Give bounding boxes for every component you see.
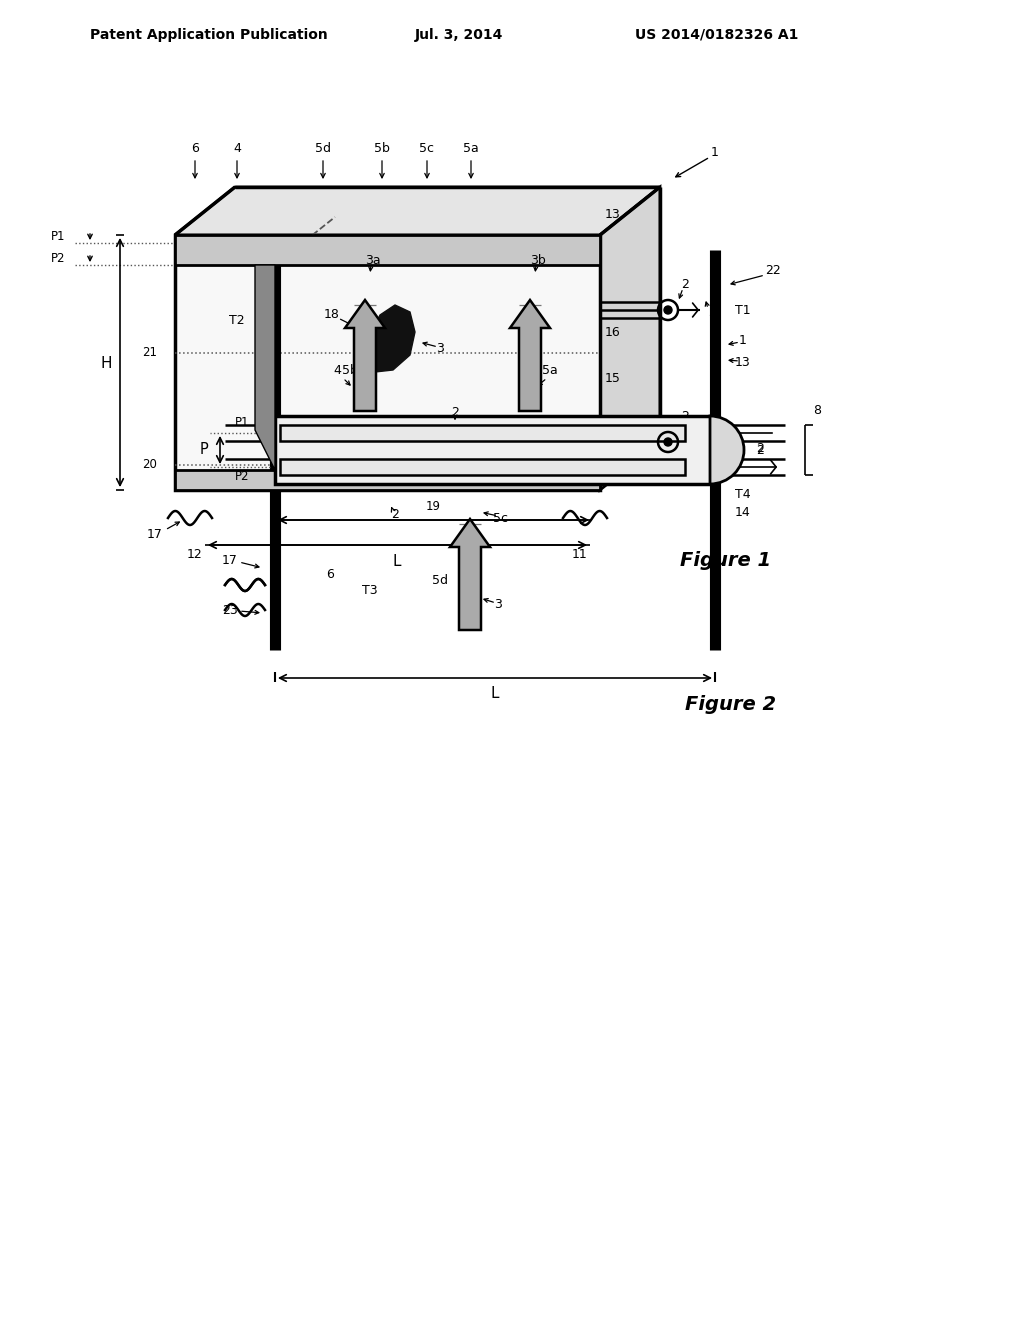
- Text: P1: P1: [50, 231, 65, 243]
- Text: L: L: [490, 686, 500, 701]
- Text: 4: 4: [333, 363, 341, 376]
- Circle shape: [664, 438, 672, 446]
- Polygon shape: [365, 305, 415, 372]
- Text: 2: 2: [391, 507, 399, 520]
- Text: Jul. 3, 2014: Jul. 3, 2014: [415, 28, 504, 42]
- Text: 2: 2: [451, 407, 459, 420]
- Text: T2: T2: [229, 314, 245, 326]
- Text: Figure 2: Figure 2: [685, 696, 776, 714]
- Text: 2: 2: [756, 445, 764, 458]
- Text: T1: T1: [735, 304, 751, 317]
- Text: 18: 18: [325, 309, 340, 322]
- Text: 5b: 5b: [342, 364, 358, 378]
- Text: 13: 13: [605, 209, 621, 222]
- Text: 5c: 5c: [420, 143, 434, 156]
- FancyArrow shape: [345, 300, 385, 411]
- Polygon shape: [600, 187, 660, 490]
- Text: L: L: [393, 553, 401, 569]
- Text: 1: 1: [739, 334, 746, 346]
- Text: P2: P2: [50, 252, 65, 265]
- FancyArrow shape: [510, 300, 550, 411]
- Bar: [175, 235, 600, 490]
- Text: P2: P2: [234, 470, 250, 483]
- Text: 14: 14: [735, 506, 751, 519]
- Text: 8: 8: [813, 404, 821, 417]
- Text: 5b: 5b: [374, 143, 390, 156]
- Text: 4: 4: [233, 143, 241, 156]
- Text: 11: 11: [572, 549, 588, 561]
- Text: 20: 20: [142, 458, 157, 471]
- Text: H: H: [100, 355, 112, 371]
- Circle shape: [664, 306, 672, 314]
- Text: 14: 14: [605, 458, 621, 470]
- Wedge shape: [710, 416, 744, 484]
- Text: Figure 1: Figure 1: [680, 550, 771, 569]
- Bar: [175, 235, 600, 265]
- Text: P1: P1: [234, 417, 250, 429]
- Text: 5a: 5a: [542, 364, 558, 378]
- Text: T4: T4: [735, 488, 751, 502]
- Text: 3a: 3a: [366, 253, 381, 267]
- Text: US 2014/0182326 A1: US 2014/0182326 A1: [635, 28, 799, 42]
- Text: 13: 13: [735, 355, 751, 368]
- Text: 6: 6: [191, 143, 199, 156]
- Text: 3: 3: [436, 342, 444, 355]
- Text: 5d: 5d: [432, 573, 449, 586]
- Text: P: P: [200, 442, 208, 458]
- Polygon shape: [175, 187, 660, 235]
- Text: 8: 8: [708, 309, 716, 322]
- Text: 19: 19: [426, 500, 440, 513]
- Text: 12: 12: [187, 549, 203, 561]
- Text: 2: 2: [681, 411, 689, 424]
- Text: 5a: 5a: [463, 143, 479, 156]
- Text: 3b: 3b: [530, 253, 546, 267]
- Bar: [280, 425, 685, 441]
- Text: 2: 2: [756, 442, 764, 455]
- Text: 5c: 5c: [493, 512, 508, 525]
- Text: 16: 16: [605, 326, 621, 339]
- Text: Patent Application Publication: Patent Application Publication: [90, 28, 328, 42]
- Text: 23: 23: [222, 603, 238, 616]
- Text: 3: 3: [494, 598, 502, 611]
- Text: 2: 2: [681, 279, 689, 292]
- Polygon shape: [255, 265, 275, 470]
- Bar: [175, 470, 600, 490]
- Text: 17: 17: [147, 528, 163, 541]
- Text: 6: 6: [326, 569, 334, 582]
- Text: T3: T3: [362, 583, 378, 597]
- Text: 17: 17: [222, 553, 238, 566]
- Text: 1: 1: [711, 145, 719, 158]
- Text: 15: 15: [605, 371, 621, 384]
- Bar: [275, 416, 715, 484]
- FancyArrow shape: [450, 519, 490, 630]
- Bar: [280, 459, 685, 475]
- Text: 5d: 5d: [315, 143, 331, 156]
- Text: 22: 22: [765, 264, 781, 276]
- Text: 21: 21: [142, 346, 157, 359]
